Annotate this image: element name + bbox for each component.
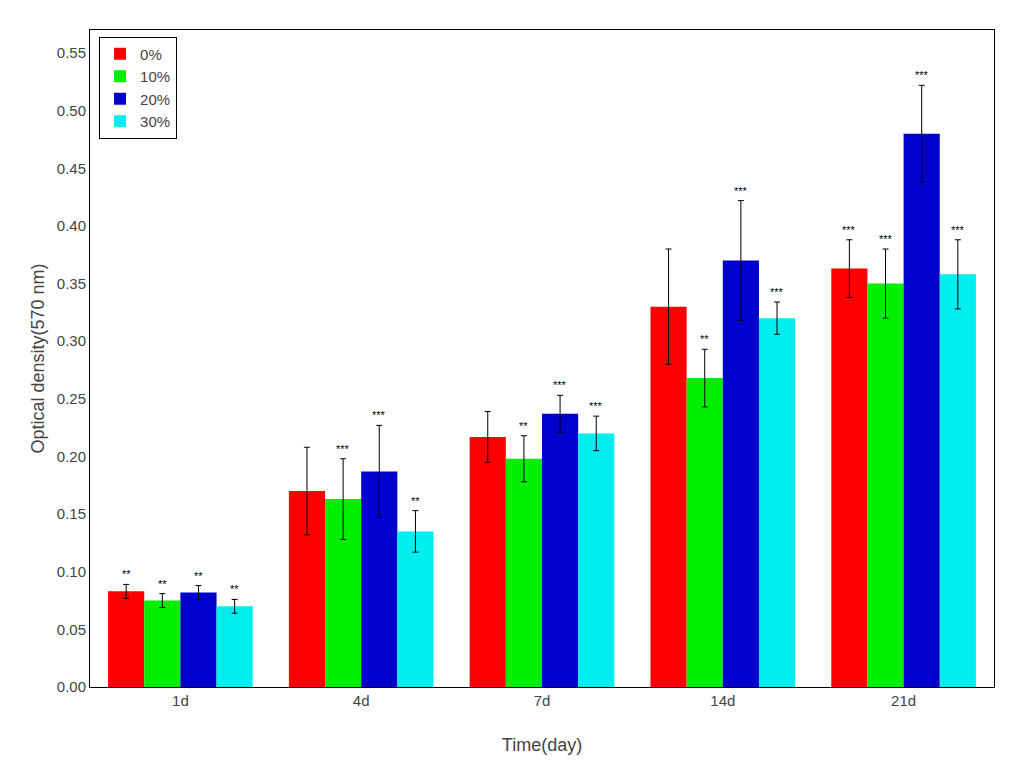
svg-text:30%: 30% — [140, 113, 170, 130]
svg-text:***: *** — [915, 69, 929, 81]
svg-text:***: *** — [589, 400, 603, 412]
svg-text:***: *** — [842, 224, 856, 236]
svg-text:***: *** — [734, 185, 748, 197]
svg-text:0.55: 0.55 — [57, 44, 86, 61]
svg-text:***: *** — [553, 379, 567, 391]
svg-text:Time(day): Time(day) — [502, 735, 582, 755]
svg-text:**: ** — [158, 578, 167, 590]
svg-text:0.40: 0.40 — [57, 217, 86, 234]
svg-text:***: *** — [372, 409, 386, 421]
svg-text:**: ** — [194, 570, 203, 582]
svg-text:0.45: 0.45 — [57, 160, 86, 177]
svg-text:0.15: 0.15 — [57, 505, 86, 522]
svg-text:0%: 0% — [140, 46, 162, 63]
svg-text:**: ** — [122, 568, 131, 580]
svg-text:0.35: 0.35 — [57, 275, 86, 292]
svg-text:14d: 14d — [710, 692, 735, 709]
svg-text:20%: 20% — [140, 91, 170, 108]
svg-text:0.00: 0.00 — [57, 678, 86, 695]
svg-text:21d: 21d — [891, 692, 916, 709]
svg-text:**: ** — [700, 333, 709, 345]
svg-text:***: *** — [336, 443, 350, 455]
svg-text:7d: 7d — [534, 692, 551, 709]
svg-text:10%: 10% — [140, 68, 170, 85]
svg-text:0.20: 0.20 — [57, 448, 86, 465]
svg-text:**: ** — [230, 583, 239, 595]
svg-text:4d: 4d — [353, 692, 370, 709]
svg-text:**: ** — [519, 420, 528, 432]
svg-text:0.10: 0.10 — [57, 563, 86, 580]
svg-text:1d: 1d — [172, 692, 189, 709]
svg-text:0.25: 0.25 — [57, 390, 86, 407]
svg-text:***: *** — [770, 286, 784, 298]
svg-text:Optical density(570 nm): Optical density(570 nm) — [28, 263, 48, 453]
svg-text:0.05: 0.05 — [57, 621, 86, 638]
svg-text:***: *** — [951, 224, 965, 236]
svg-text:0.50: 0.50 — [57, 102, 86, 119]
svg-text:0.30: 0.30 — [57, 332, 86, 349]
svg-text:**: ** — [411, 495, 420, 507]
svg-text:***: *** — [879, 233, 893, 245]
